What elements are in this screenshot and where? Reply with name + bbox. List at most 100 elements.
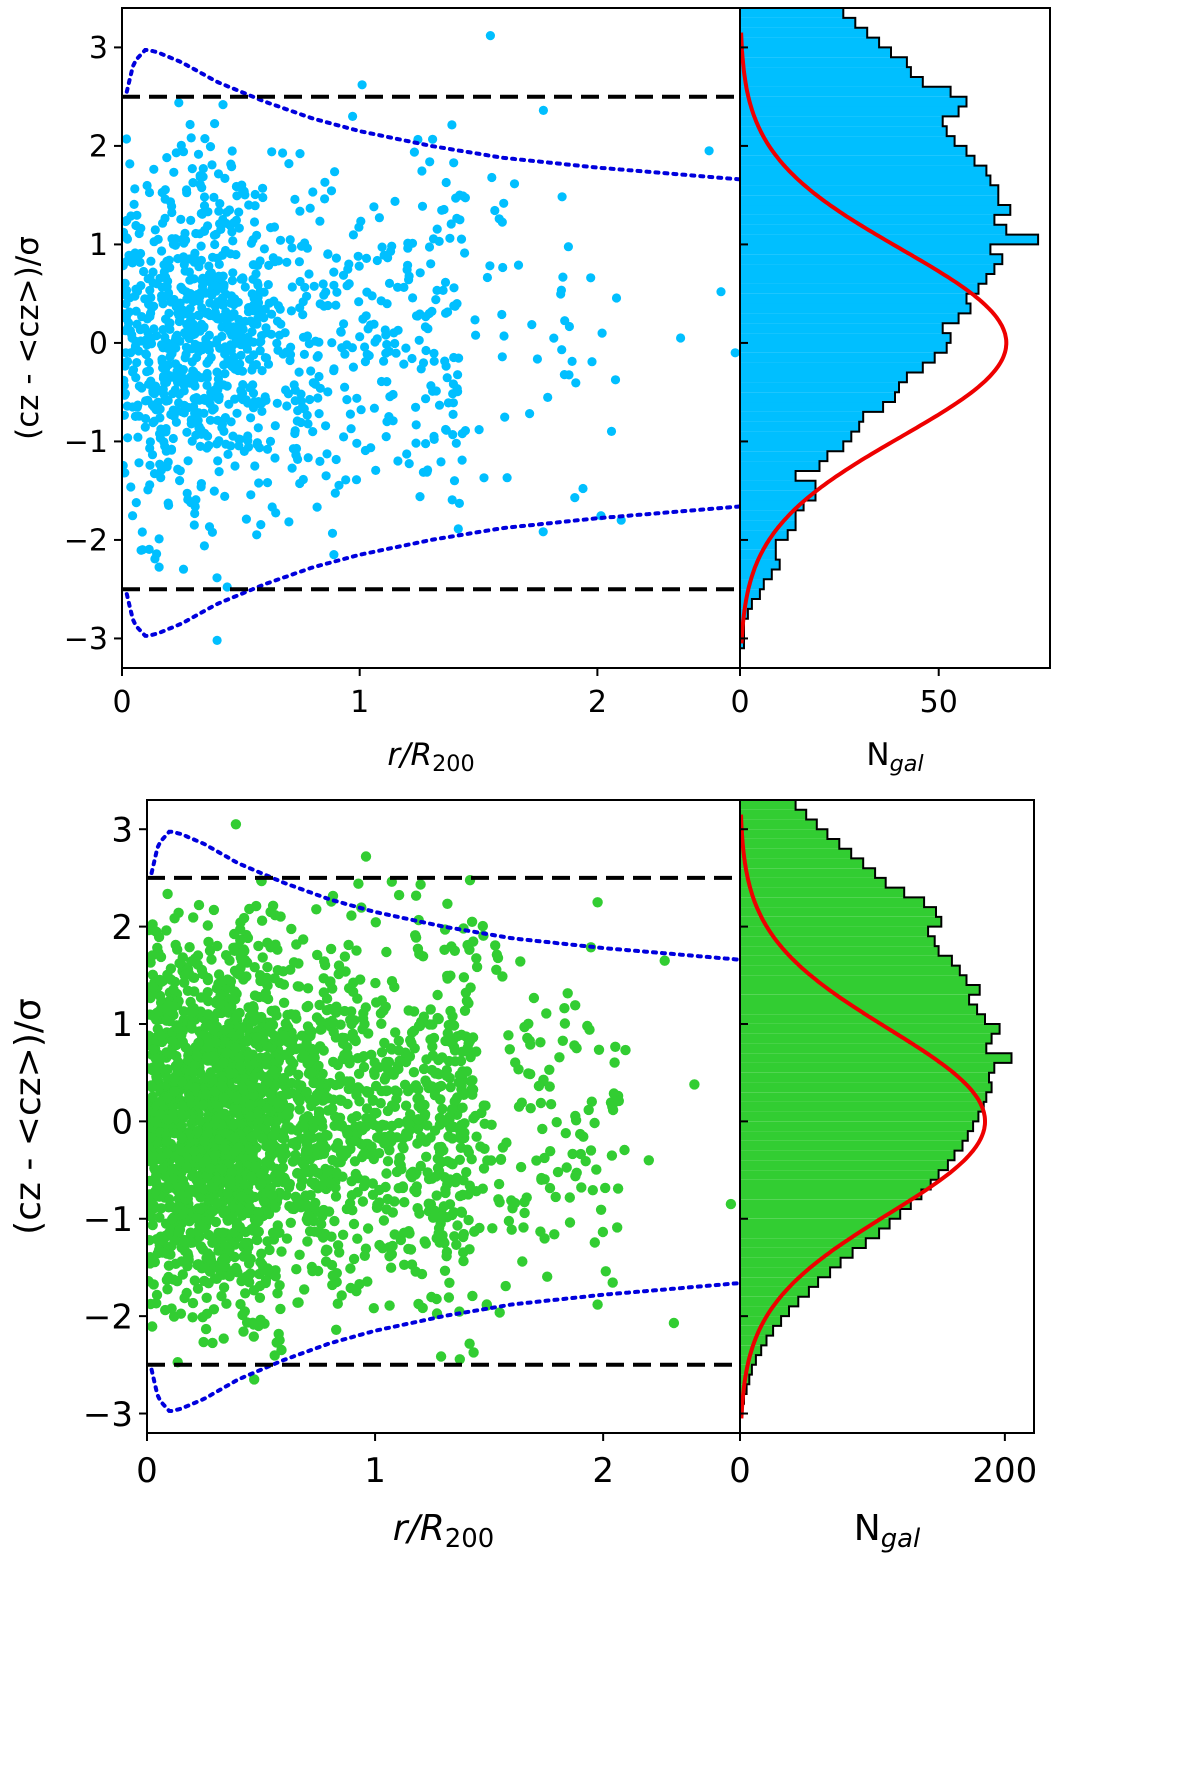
scatter-points bbox=[147, 819, 737, 1385]
x-tick-label: 0 bbox=[112, 685, 131, 720]
histogram-bar bbox=[740, 431, 852, 442]
data-point bbox=[161, 364, 171, 374]
caustic-upper bbox=[124, 48, 740, 182]
data-point bbox=[238, 273, 248, 283]
data-point bbox=[263, 1208, 275, 1220]
data-point bbox=[607, 1101, 618, 1113]
data-point bbox=[381, 432, 391, 442]
hist-x-tick-label: 200 bbox=[972, 1451, 1037, 1491]
data-point bbox=[222, 1187, 233, 1199]
data-point bbox=[144, 187, 155, 198]
data-point bbox=[274, 1280, 285, 1291]
data-point bbox=[358, 1061, 370, 1073]
data-point bbox=[220, 1205, 231, 1216]
data-point bbox=[149, 402, 159, 412]
data-point bbox=[224, 955, 235, 966]
histogram-bar bbox=[740, 0, 835, 8]
data-point bbox=[308, 427, 318, 437]
data-point bbox=[407, 353, 417, 364]
data-point bbox=[345, 1263, 356, 1274]
data-point bbox=[431, 295, 441, 305]
data-point bbox=[122, 285, 132, 295]
y-tick-label: −1 bbox=[83, 1200, 133, 1240]
data-point bbox=[304, 269, 314, 279]
data-point bbox=[228, 942, 239, 953]
data-point bbox=[424, 242, 435, 252]
data-point bbox=[430, 1068, 441, 1079]
data-point bbox=[230, 394, 240, 404]
data-point bbox=[208, 904, 220, 916]
data-point bbox=[205, 1067, 216, 1078]
histogram-bar bbox=[740, 1033, 992, 1044]
data-point bbox=[205, 1254, 217, 1265]
caustic-lines bbox=[124, 48, 740, 638]
data-point bbox=[575, 1148, 586, 1160]
data-point bbox=[157, 1163, 168, 1174]
data-point bbox=[342, 1128, 353, 1140]
histogram-bar bbox=[740, 86, 951, 97]
data-point bbox=[208, 252, 218, 262]
histogram-bar bbox=[740, 569, 772, 580]
data-point bbox=[509, 179, 520, 189]
data-point bbox=[187, 357, 197, 367]
data-point bbox=[313, 393, 323, 403]
data-point bbox=[182, 1252, 194, 1263]
data-point bbox=[445, 1005, 456, 1017]
data-point bbox=[416, 1268, 428, 1280]
data-point bbox=[348, 362, 358, 372]
histogram-bar bbox=[740, 539, 776, 550]
histogram-bar bbox=[740, 1140, 963, 1151]
data-point bbox=[321, 287, 331, 297]
data-point bbox=[471, 1131, 482, 1142]
data-point bbox=[597, 328, 607, 338]
data-point bbox=[174, 1155, 185, 1167]
data-point bbox=[543, 392, 553, 402]
data-point bbox=[206, 1181, 217, 1193]
data-point bbox=[418, 1063, 430, 1075]
data-point bbox=[209, 311, 219, 321]
data-point bbox=[468, 1113, 479, 1124]
data-point bbox=[150, 554, 160, 564]
data-point bbox=[130, 291, 140, 301]
data-point bbox=[441, 425, 451, 435]
data-point bbox=[204, 522, 215, 532]
data-point bbox=[163, 276, 173, 286]
data-point bbox=[490, 205, 500, 216]
data-point bbox=[294, 1104, 305, 1115]
data-point bbox=[321, 993, 333, 1004]
data-point bbox=[352, 1082, 364, 1093]
data-point bbox=[153, 931, 165, 943]
data-point bbox=[178, 564, 189, 574]
histogram-bar bbox=[740, 790, 788, 800]
data-point bbox=[176, 1121, 187, 1132]
y-tick-label: 2 bbox=[111, 908, 133, 948]
data-point bbox=[158, 218, 168, 228]
histogram-bar bbox=[740, 1286, 809, 1297]
histogram-bar bbox=[740, 27, 868, 38]
data-point bbox=[141, 396, 151, 406]
data-point bbox=[224, 1068, 236, 1080]
data-point bbox=[346, 1017, 358, 1028]
histogram-bar bbox=[740, 77, 923, 87]
gaussian-fit bbox=[740, 814, 987, 1419]
data-point bbox=[122, 261, 128, 271]
data-point bbox=[494, 214, 504, 224]
data-point bbox=[243, 436, 253, 446]
y-tick-label: −2 bbox=[83, 1297, 133, 1337]
data-point bbox=[257, 406, 267, 416]
data-point bbox=[535, 1226, 546, 1237]
data-point bbox=[312, 1167, 323, 1179]
x-tick-label: 2 bbox=[592, 1451, 614, 1491]
data-point bbox=[421, 439, 431, 449]
data-point bbox=[180, 1042, 191, 1053]
x-axis-label: r/R200 bbox=[393, 1508, 494, 1554]
data-point bbox=[154, 1212, 165, 1223]
data-point bbox=[147, 1156, 159, 1168]
histogram-bar bbox=[740, 1131, 968, 1141]
data-point bbox=[583, 1104, 594, 1116]
data-point bbox=[447, 495, 457, 505]
data-point bbox=[278, 997, 290, 1008]
data-point bbox=[176, 1100, 188, 1112]
data-point bbox=[408, 1067, 420, 1078]
